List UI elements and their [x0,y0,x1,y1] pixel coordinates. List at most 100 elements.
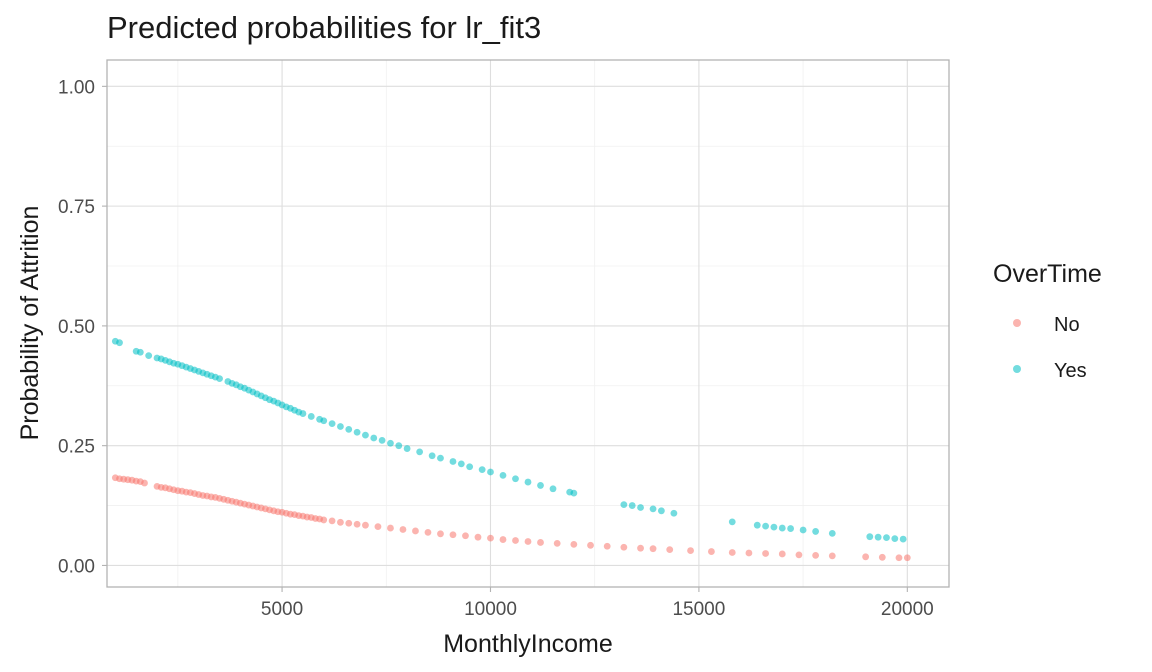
point-no [812,551,820,559]
point-yes [370,434,378,442]
point-yes [337,423,344,430]
point-no [666,546,674,554]
point-yes [362,431,369,439]
y-tick-label: 0.25 [58,437,95,458]
point-no [587,541,594,549]
data-points [111,337,911,562]
legend-title: OverTime [993,260,1102,288]
point-no [708,548,715,555]
plot-panel-background [107,60,949,587]
plot-panel-border [106,59,950,588]
point-yes [403,445,411,452]
point-yes [499,471,507,479]
y-tick-label: 1.00 [58,77,95,98]
legend-label-no: No [1054,314,1080,336]
x-axis-title: MonthlyIncome [443,630,613,658]
point-yes [670,509,678,517]
point-yes [770,523,778,531]
x-tick-label: 20000 [881,599,934,620]
point-yes [866,533,874,541]
point-yes [812,528,820,535]
point-no [637,544,644,552]
y-axis-ticks: 0.00 0.25 0.50 0.75 1.00 [58,77,107,577]
point-yes [136,348,144,356]
point-yes [345,425,353,433]
point-no [337,518,344,526]
point-no [374,523,382,531]
point-no [828,552,836,560]
point-yes [778,524,786,532]
point-no [570,540,578,548]
point-no [524,538,532,545]
point-no [512,537,519,544]
point-yes [216,375,223,382]
x-tick-label: 15000 [672,599,725,620]
point-no [895,554,903,562]
point-no [603,542,611,550]
point-yes [762,522,769,530]
point-yes [428,452,436,460]
point-yes [649,505,657,513]
point-yes [637,504,644,511]
point-no [399,526,407,533]
point-yes [883,534,890,542]
point-yes [116,339,123,347]
point-yes [787,525,795,532]
x-tick-label: 5000 [261,599,303,620]
legend: OverTime No Yes [993,260,1102,382]
point-yes [512,475,519,483]
point-no [537,539,544,546]
point-no [362,521,369,529]
point-yes [449,458,457,465]
point-no [474,533,482,541]
point-yes [466,463,474,471]
point-no [878,553,886,561]
point-no [449,531,457,539]
point-yes [478,466,486,474]
legend-label-yes: Yes [1054,360,1087,382]
point-no [728,549,736,556]
point-no [412,527,419,535]
point-no [762,550,769,557]
point-no [487,534,494,542]
point-yes [145,352,153,359]
point-no [687,547,694,554]
point-yes [549,485,557,493]
point-yes [799,526,807,534]
y-tick-label: 0.00 [58,556,95,577]
point-no [387,524,394,532]
point-no [795,551,803,559]
point-yes [353,428,361,436]
point-no [437,530,444,538]
point-yes [874,533,882,541]
point-yes [753,521,761,529]
point-no [328,517,336,525]
legend-key-no [1013,319,1021,327]
chart-title: Predicted probabilities for lr_fit3 [107,10,542,45]
point-yes [537,482,544,489]
point-yes [378,436,386,444]
point-yes [899,535,907,543]
point-yes [657,507,665,515]
point-yes [328,420,336,428]
legend-key-yes [1013,365,1021,373]
point-no [553,540,561,547]
point-yes [320,417,328,425]
point-yes [307,413,315,420]
point-no [649,545,657,553]
point-yes [628,502,636,509]
point-yes [416,448,424,456]
point-yes [728,518,736,526]
point-yes [299,410,307,417]
point-no [353,520,361,528]
point-no [499,536,507,543]
y-tick-label: 0.50 [58,317,95,338]
point-no [862,553,870,561]
point-yes [387,439,394,447]
point-no [320,516,328,524]
point-yes [524,478,532,486]
point-no [345,519,353,527]
point-no [620,543,628,551]
minor-gridlines [107,60,949,587]
